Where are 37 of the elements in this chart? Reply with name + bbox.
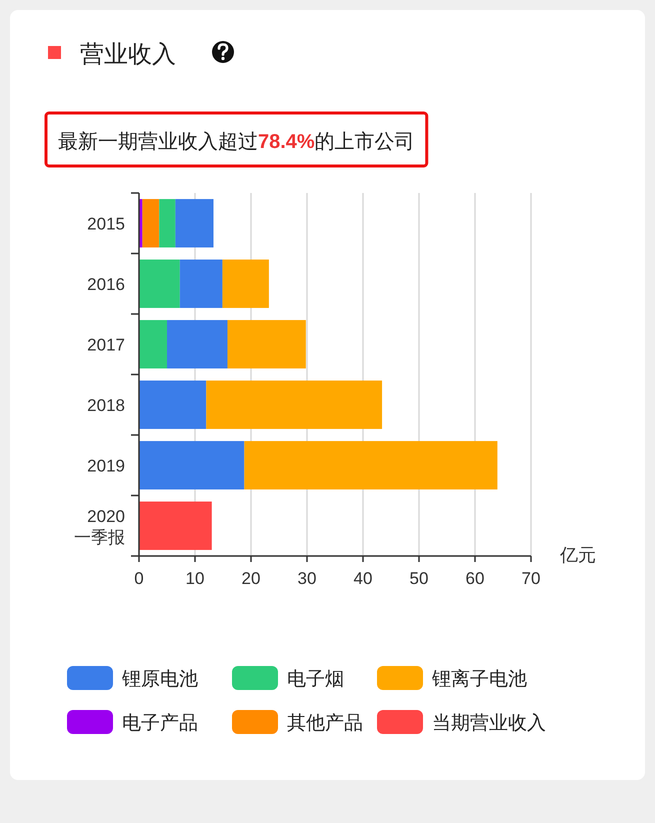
bar xyxy=(139,441,244,490)
x-tick-label: 70 xyxy=(522,569,540,588)
legend-label: 当期营业收入 xyxy=(432,713,546,734)
x-tick-label: 40 xyxy=(354,569,372,588)
x-tick-label: 10 xyxy=(186,569,204,588)
bar xyxy=(139,502,212,550)
x-tick-label: 20 xyxy=(242,569,260,588)
legend-label: 电子烟 xyxy=(287,669,344,690)
x-tick-label: 50 xyxy=(410,569,428,588)
bar xyxy=(167,320,228,368)
legend-label: 锂离子电池 xyxy=(431,668,527,690)
y-tick-label: 2020 一季报 xyxy=(74,506,125,547)
y-tick-label: 2016 xyxy=(87,274,125,294)
y-tick-label: 2019 xyxy=(87,456,125,476)
bar xyxy=(139,260,180,308)
bar xyxy=(222,260,269,308)
bar xyxy=(142,199,160,248)
bar xyxy=(175,199,214,248)
x-tick-label: 30 xyxy=(298,569,316,588)
legend-label: 锂原电池 xyxy=(121,669,198,690)
y-tick-label: 2015 xyxy=(87,214,125,234)
bar xyxy=(139,380,206,429)
bar xyxy=(227,320,306,368)
legend-label: 其他产品 xyxy=(287,713,363,734)
x-tick-label: 60 xyxy=(466,569,484,588)
legend-label: 电子产品 xyxy=(122,713,198,734)
y-tick-label: 2017 xyxy=(87,335,125,354)
bar xyxy=(159,199,176,248)
chart-title: 营业收入 xyxy=(80,41,176,68)
x-tick-label: 0 xyxy=(134,569,144,588)
bar xyxy=(244,441,498,490)
bar xyxy=(180,260,222,308)
y-tick-label: 2018 xyxy=(87,396,125,415)
x-axis-title: 亿元 xyxy=(559,545,596,565)
bar xyxy=(206,380,382,429)
chart-subtitle: 最新一期营业收入超过78.4%的上市公司 xyxy=(58,131,415,153)
bar xyxy=(139,320,167,368)
